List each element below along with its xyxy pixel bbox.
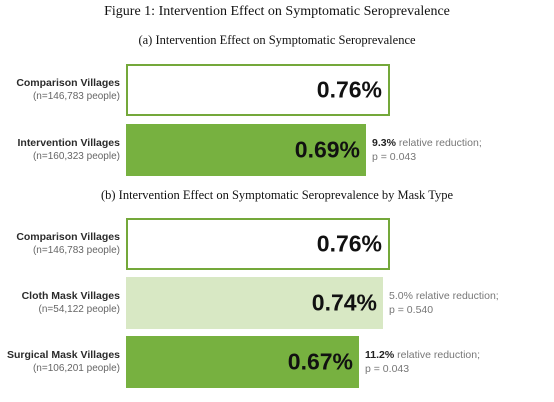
- bar-row: Comparison Villages (n=146,783 people) 0.7…: [0, 218, 554, 270]
- p-value: p = 0.043: [372, 151, 417, 163]
- reduction-text: relative reduction;: [394, 349, 480, 361]
- reduction-percent: 9.3%: [372, 137, 396, 149]
- group-size: (n=160,323 people): [32, 151, 120, 162]
- group-size: (n=146,783 people): [32, 245, 120, 256]
- p-value: p = 0.540: [389, 304, 434, 316]
- bar-value-label: 0.67%: [287, 348, 353, 375]
- bar-row: Comparison Villages (n=146,783 people) 0.7…: [0, 64, 554, 116]
- bar-row: Cloth Mask Villages (n=54,122 people) 0.74…: [0, 277, 554, 329]
- bar: 0.76%: [126, 64, 390, 116]
- group-size: (n=106,201 people): [32, 363, 120, 374]
- chart-title: (b) Intervention Effect on Symptomatic S…: [100, 188, 454, 202]
- group-size: (n=146,783 people): [32, 91, 120, 102]
- bar: 0.76%: [126, 218, 390, 270]
- bar: 0.67%: [126, 336, 359, 388]
- group-name: Intervention Villages: [17, 137, 120, 149]
- reduction-percent: 11.2%: [365, 349, 395, 361]
- reduction-text: 5.0% relative reduction;: [389, 290, 499, 302]
- reduction-text: relative reduction;: [395, 137, 482, 149]
- bar-row: Surgical Mask Villages (n=106,201 people)…: [0, 336, 554, 388]
- bar: 0.74%: [126, 277, 383, 329]
- group-name: Surgical Mask Villages: [6, 349, 120, 361]
- bar-label: Cloth Mask Villages (n=54,122 people): [0, 277, 120, 329]
- bar-value-label: 0.76%: [316, 230, 382, 257]
- relative-reduction: 5.0% relative reduction;: [389, 289, 499, 303]
- p-value: p = 0.043: [365, 363, 410, 375]
- group-name: Comparison Villages: [16, 77, 120, 89]
- effect-annotation: 5.0% relative reduction; p = 0.540: [389, 289, 499, 317]
- effect-annotation: 11.2% relative reduction; p = 0.043: [365, 348, 480, 376]
- figure-title: Figure 1: Intervention Effect on Symptom…: [104, 4, 450, 19]
- bar-label: Intervention Villages (n=160,323 people): [0, 124, 120, 176]
- bar-label: Surgical Mask Villages (n=106,201 people): [0, 336, 120, 388]
- group-size: (n=54,122 people): [38, 304, 120, 315]
- relative-reduction: 9.3% relative reduction;: [372, 136, 482, 150]
- bar-row: Intervention Villages (n=160,323 people) 0…: [0, 124, 554, 176]
- bar-label: Comparison Villages (n=146,783 people): [0, 218, 120, 270]
- group-name: Cloth Mask Villages: [21, 290, 120, 302]
- chart-title: (a) Intervention Effect on Symptomatic S…: [138, 33, 416, 47]
- bar-value-label: 0.76%: [316, 76, 382, 103]
- bar-label: Comparison Villages (n=146,783 people): [0, 64, 120, 116]
- effect-annotation: 9.3% relative reduction; p = 0.043: [372, 136, 482, 164]
- group-name: Comparison Villages: [16, 231, 120, 243]
- bar-value-label: 0.69%: [294, 136, 360, 163]
- bar: 0.69%: [126, 124, 366, 176]
- relative-reduction: 11.2% relative reduction;: [365, 348, 480, 362]
- bar-value-label: 0.74%: [311, 289, 377, 316]
